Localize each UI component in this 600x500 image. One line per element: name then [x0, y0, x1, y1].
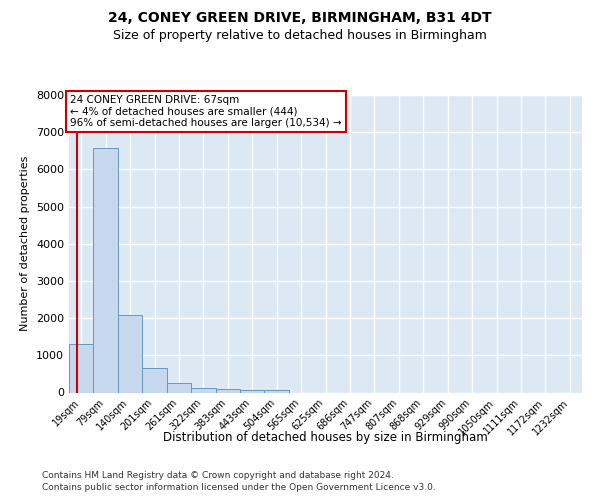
- Bar: [69, 344, 94, 393]
- Y-axis label: Number of detached properties: Number of detached properties: [20, 156, 31, 332]
- Bar: [118, 315, 142, 392]
- Text: Size of property relative to detached houses in Birmingham: Size of property relative to detached ho…: [113, 29, 487, 42]
- Text: Contains HM Land Registry data © Crown copyright and database right 2024.: Contains HM Land Registry data © Crown c…: [42, 471, 394, 480]
- Text: 24, CONEY GREEN DRIVE, BIRMINGHAM, B31 4DT: 24, CONEY GREEN DRIVE, BIRMINGHAM, B31 4…: [108, 11, 492, 25]
- Text: 24 CONEY GREEN DRIVE: 67sqm
← 4% of detached houses are smaller (444)
96% of sem: 24 CONEY GREEN DRIVE: 67sqm ← 4% of deta…: [70, 95, 342, 128]
- Text: Distribution of detached houses by size in Birmingham: Distribution of detached houses by size …: [163, 431, 488, 444]
- Bar: [142, 368, 167, 392]
- Text: Contains public sector information licensed under the Open Government Licence v3: Contains public sector information licen…: [42, 483, 436, 492]
- Bar: [191, 388, 215, 392]
- Bar: [240, 390, 265, 392]
- Bar: [265, 390, 289, 392]
- Bar: [167, 383, 191, 392]
- Bar: [94, 148, 118, 392]
- Bar: [215, 389, 240, 392]
